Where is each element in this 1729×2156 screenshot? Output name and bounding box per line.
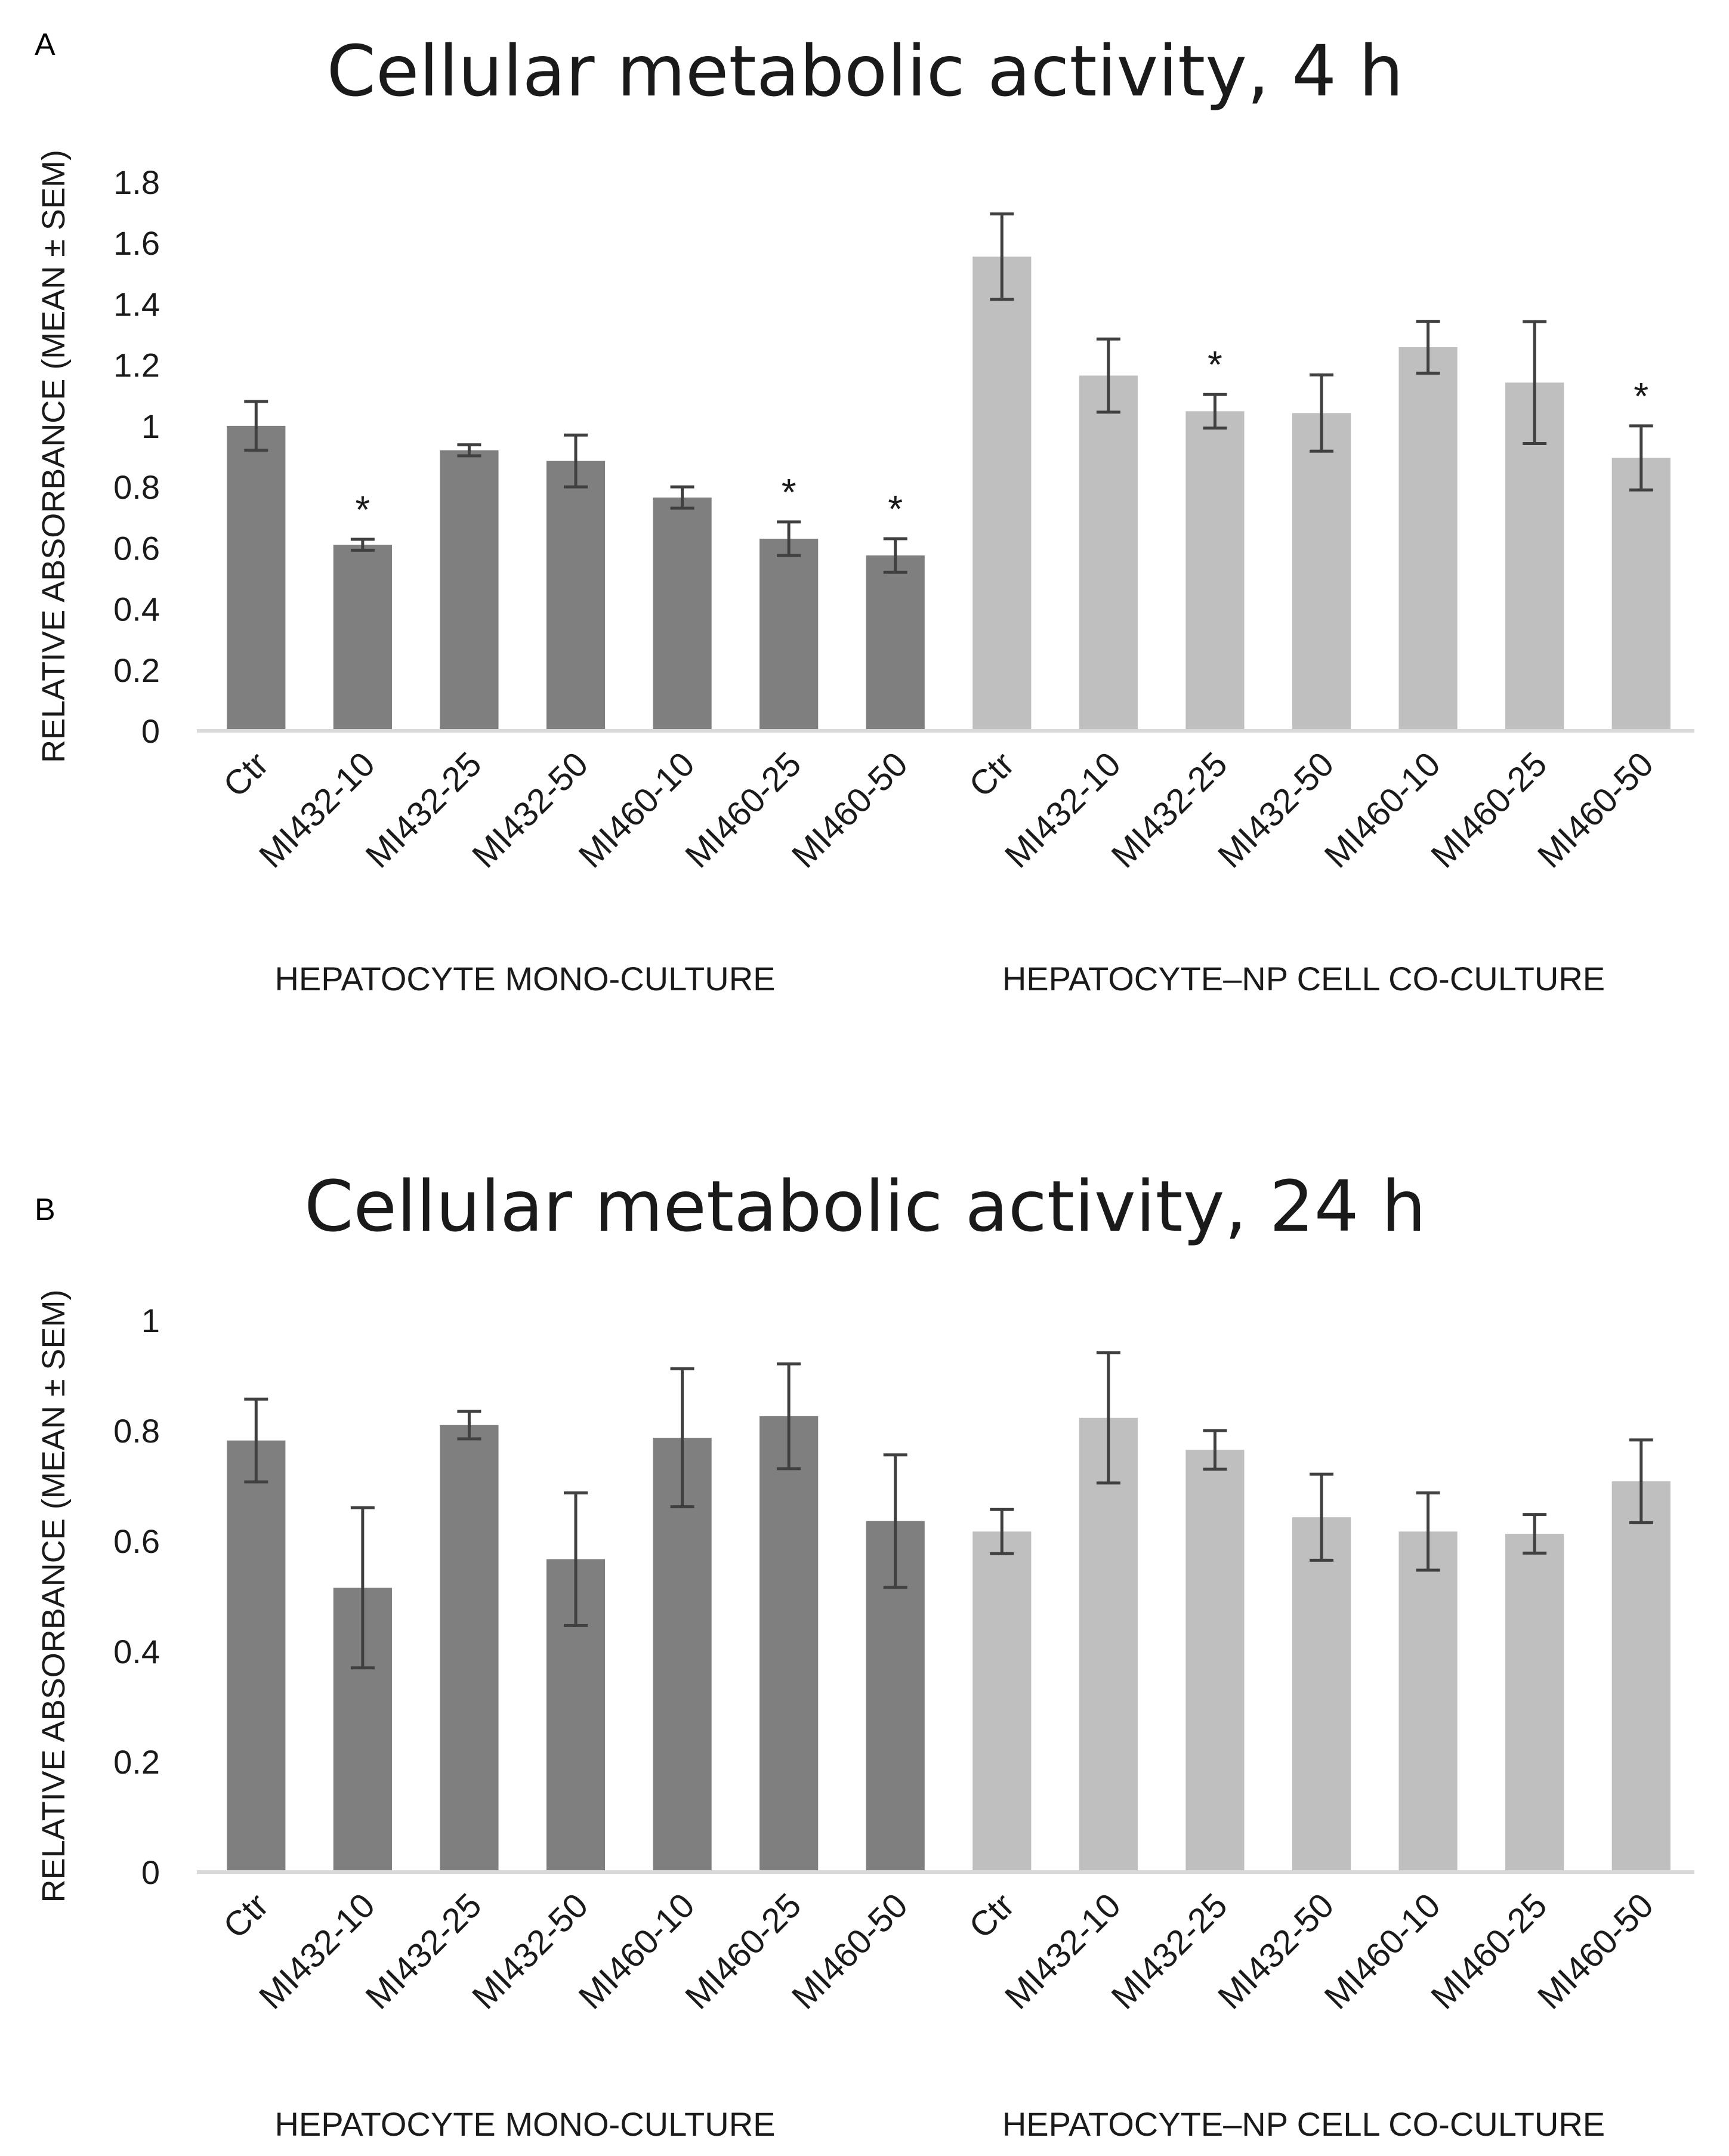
panel-a-x-tick-label: MI432-10 bbox=[252, 745, 382, 875]
panel-b-bar bbox=[1611, 1481, 1671, 1872]
panel-b-x-tick-label: Ctr bbox=[962, 1886, 1022, 1946]
panel-a-group-label: HEPATOCYTE MONO-CULTURE bbox=[274, 960, 775, 997]
panel-b-x-tick-label: MI460-50 bbox=[785, 1886, 915, 2016]
panel-a-y-tick-label: 1.8 bbox=[113, 163, 160, 201]
panel-a-x-tick-label: Ctr bbox=[216, 745, 276, 805]
panel-b-x-tick-label: MI432-10 bbox=[998, 1886, 1128, 2016]
panel-a-bar bbox=[1079, 375, 1138, 731]
panel-a-x-tick-label: MI432-50 bbox=[1211, 745, 1341, 875]
panel-a-x-tick-label: MI460-25 bbox=[678, 745, 808, 875]
panel-a-x-tick-label: MI460-10 bbox=[1317, 745, 1448, 875]
panel-b-x-tick-label: MI432-25 bbox=[1104, 1886, 1234, 2016]
panel-a-y-tick-label: 0.8 bbox=[113, 468, 160, 506]
panel-b-x-tick-label: MI432-10 bbox=[252, 1886, 382, 2016]
panel-b-bar bbox=[759, 1416, 819, 1872]
panel-b-x-tick-label: MI432-50 bbox=[1211, 1886, 1341, 2016]
panel-b-y-tick-label: 0 bbox=[141, 1854, 160, 1891]
panel-a-x-tick-label: MI460-50 bbox=[1530, 745, 1661, 875]
panel-a-bar bbox=[440, 450, 499, 731]
panel-b-x-tick-label: MI460-10 bbox=[572, 1886, 702, 2016]
panel-a-bar bbox=[1611, 458, 1671, 731]
panel-b-bar bbox=[1185, 1450, 1245, 1872]
panel-b-title: Cellular metabolic activity, 24 h bbox=[304, 1165, 1426, 1247]
panel-b-x-tick-label: MI460-25 bbox=[678, 1886, 808, 2016]
panel-a-x-tick-label: MI460-25 bbox=[1424, 745, 1554, 875]
panel-a-significance-marker: * bbox=[888, 487, 903, 530]
panel-a-x-tick-label: MI460-50 bbox=[785, 745, 915, 875]
panel-b-group-label: HEPATOCYTE–NP CELL CO-CULTURE bbox=[1002, 2105, 1605, 2143]
panel-a-x-tick-label: Ctr bbox=[962, 745, 1022, 805]
panel-a-y-tick-label: 1.6 bbox=[113, 224, 160, 262]
panel-a-bar bbox=[1185, 411, 1245, 731]
panel-b-bar bbox=[653, 1438, 712, 1872]
panel-a-y-tick-label: 0.6 bbox=[113, 529, 160, 567]
panel-b-bar bbox=[972, 1531, 1032, 1872]
panel-a-bar bbox=[227, 425, 286, 731]
panel-b-x-tick-label: MI432-50 bbox=[465, 1886, 595, 2016]
panel-a-bar bbox=[333, 545, 392, 731]
panel-a-y-axis-label: RELATIVE ABSORBANCE (MEAN ± SEM) bbox=[36, 150, 72, 763]
panel-b-label: B bbox=[35, 1193, 55, 1227]
panel-b-bar bbox=[1398, 1531, 1458, 1872]
panel-b-bar bbox=[1505, 1533, 1564, 1872]
panel-a-bar bbox=[759, 539, 819, 731]
panel-b-y-tick-label: 0.6 bbox=[113, 1522, 160, 1560]
panel-a-bar bbox=[653, 498, 712, 731]
panel-b-x-tick-label: MI460-10 bbox=[1317, 1886, 1448, 2016]
panel-a-x-tick-label: MI460-10 bbox=[572, 745, 702, 875]
panel-b-y-tick-label: 0.8 bbox=[113, 1412, 160, 1450]
panel-a-significance-marker: * bbox=[1208, 343, 1222, 386]
panel-a-y-tick-label: 0 bbox=[141, 712, 160, 750]
panel-a-y-tick-label: 1.4 bbox=[113, 285, 160, 323]
panel-a-y-tick-label: 1.2 bbox=[113, 347, 160, 384]
panel-b-x-tick-label: MI460-50 bbox=[1530, 1886, 1661, 2016]
panel-a-significance-marker: * bbox=[1634, 375, 1648, 418]
panel-a-significance-marker: * bbox=[355, 488, 370, 531]
panel-b-y-tick-label: 0.2 bbox=[113, 1743, 160, 1781]
panel-b-x-tick-label: MI432-25 bbox=[358, 1886, 489, 2016]
panel-b-x-tick-label: Ctr bbox=[216, 1886, 276, 1946]
panel-a-bar bbox=[972, 257, 1032, 731]
panel-a-y-tick-label: 1 bbox=[141, 407, 160, 445]
panel-b-x-tick-label: MI460-25 bbox=[1424, 1886, 1554, 2016]
panel-a-bar bbox=[866, 555, 925, 731]
panel-a-y-tick-label: 0.2 bbox=[113, 651, 160, 689]
panel-b-group-label: HEPATOCYTE MONO-CULTURE bbox=[274, 2105, 775, 2143]
panel-a-x-tick-label: MI432-25 bbox=[358, 745, 489, 875]
panel-a-y-tick-label: 0.4 bbox=[113, 591, 160, 628]
panel-a-label: A bbox=[35, 27, 55, 62]
panel-b-bar bbox=[1079, 1417, 1138, 1872]
panel-b-y-axis-label: RELATIVE ABSORBANCE (MEAN ± SEM) bbox=[36, 1290, 72, 1903]
panel-b-y-tick-label: 1 bbox=[141, 1302, 160, 1339]
panel-a-title: Cellular metabolic activity, 4 h bbox=[327, 30, 1404, 112]
panel-b-y-tick-label: 0.4 bbox=[113, 1633, 160, 1670]
panel-b-bar bbox=[440, 1425, 499, 1872]
panel-a-bar bbox=[1398, 347, 1458, 731]
panel-b-bar bbox=[1292, 1517, 1351, 1872]
panel-a-x-tick-label: MI432-10 bbox=[998, 745, 1128, 875]
panel-a-bar bbox=[546, 461, 606, 731]
panel-a-x-tick-label: MI432-50 bbox=[465, 745, 595, 875]
panel-b-bar bbox=[227, 1440, 286, 1872]
panel-a-significance-marker: * bbox=[782, 471, 796, 514]
panel-a-x-tick-label: MI432-25 bbox=[1104, 745, 1234, 875]
panel-a-group-label: HEPATOCYTE–NP CELL CO-CULTURE bbox=[1002, 960, 1605, 997]
panel-a-bar bbox=[1292, 413, 1351, 731]
